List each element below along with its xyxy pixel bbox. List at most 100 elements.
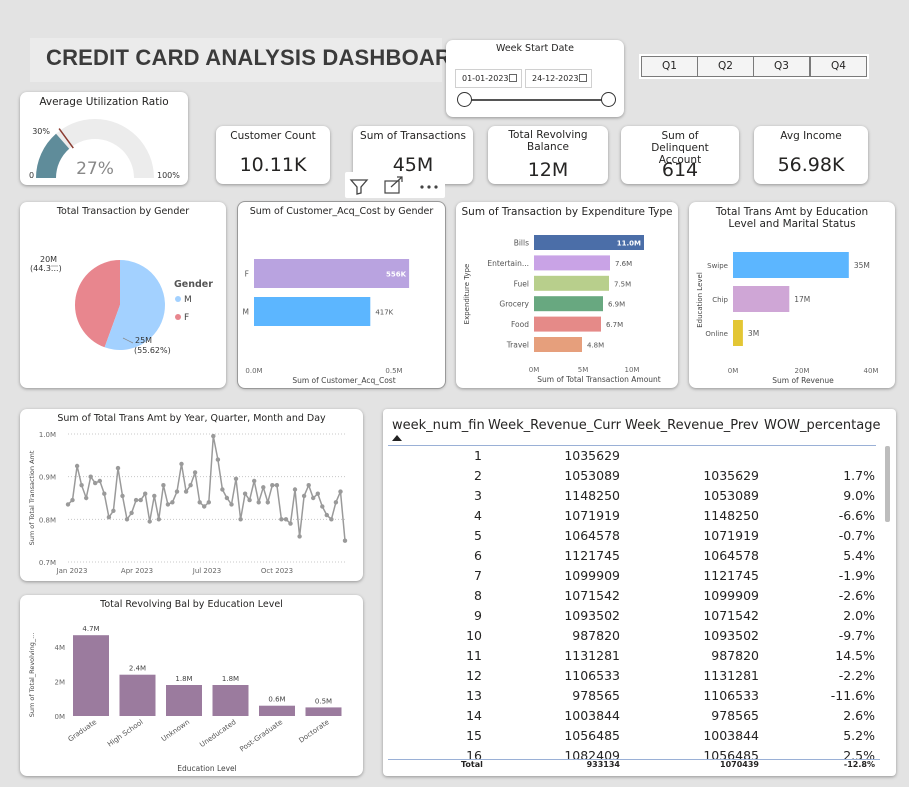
column-header-week-revenue-prev[interactable]: Week_Revenue_Prev [625,418,759,433]
column-header-wow-percentage[interactable]: WOW_percentage [764,418,881,433]
data-point [133,497,139,503]
x-tick-label: 40M [864,367,879,375]
data-point [179,461,184,467]
data-point [315,491,320,496]
line-chart-card[interactable]: Sum of Total Trans Amt by Year, Quarter,… [20,409,363,581]
table-cell: 1082409 [564,748,620,759]
bar [212,685,249,716]
header-divider [388,445,876,446]
pie-card[interactable]: Total Transaction by Gender Gender M F 2… [20,202,226,388]
expenditure-title: Sum of Transaction by Expenditure Type [461,206,673,218]
gauge-min-label: 0 [29,171,34,180]
data-point [224,495,230,501]
total-wow: -12.8% [843,760,875,769]
y-axis-title: Expenditure Type [463,264,471,325]
x-tick-label: 10M [625,366,640,374]
gauge-card[interactable]: Average Utilization Ratio 27% 30% 0 100% [20,92,188,185]
x-tick-label: Oct 2023 [261,567,293,575]
data-point [74,463,80,469]
table-scrollbar[interactable] [885,446,890,522]
kpi-value: 10.11K [239,154,307,176]
column-header-week-num[interactable]: week_num_fin [392,418,485,433]
data-label: 556K [386,271,407,279]
bar [733,286,790,312]
data-point [70,497,75,503]
table-cell: 2.6% [843,708,875,723]
line-chart: 0.7M 0.8M 0.9M 1.0M Jan 2023 Apr 2023 Jul 2023… [28,431,348,575]
acq-cost-card[interactable]: Sum of Customer_Acq_Cost by Gender F 556K… [238,202,445,388]
kpi-title: Total Revolving Balance [508,129,588,153]
data-point [192,470,198,475]
start-date-input[interactable]: 01-01-2023 [455,69,522,88]
table-row: 2 1053089 1035629 1.7% [388,466,880,486]
data-label: 7.6M [615,260,632,268]
calendar-icon[interactable] [509,74,517,82]
table-row: 14 1003844 978565 2.6% [388,706,880,726]
quarter-button-q4[interactable]: Q4 [810,56,867,77]
table-cell: 1148250 [703,508,759,523]
data-point [265,500,270,505]
expenditure-card[interactable]: Sum of Transaction by Expenditure Type B… [456,202,678,388]
calendar-icon[interactable] [579,74,587,82]
data-point [183,489,189,494]
data-point [215,457,221,462]
x-tick-label: Jan 2023 [56,567,88,575]
data-point [333,500,339,505]
bar [73,635,109,716]
more-options-icon [427,185,431,189]
column-header-week-revenue-curr[interactable]: Week_Revenue_Curr [488,418,622,433]
focus-mode-icon[interactable] [384,180,400,194]
table-cell: 1121745 [703,568,759,583]
expenditure-chart: Bills 11.0M Entertain... 7.6M Fuel 7.5M Grocer… [463,235,661,384]
weekly-revenue-table[interactable] [383,409,896,776]
revolving-bal-card[interactable]: Total Revolving Bal by Education Level 0… [20,595,363,776]
kpi-card-customer-count[interactable]: Customer Count 10.11K [216,126,330,184]
bar [534,296,603,312]
legend-marker-f [175,314,181,320]
pie-label-f-value: 20M [40,255,57,264]
table-row: 7 1099909 1121745 -1.9% [388,566,880,586]
kpi-card-avg-income[interactable]: Avg Income 56.98K [754,126,868,184]
slider-handle-start[interactable] [457,92,472,107]
pie-label-m-pct: (55.62%) [134,346,171,355]
table-cell: 16 [466,748,482,759]
data-point [288,521,293,526]
dashboard-title: CREDIT CARD ANALYSIS DASHBOARD [46,45,468,70]
table-cell: 4 [474,508,482,523]
data-point [274,483,280,488]
pie-legend-m: M [184,295,192,305]
more-options-icon[interactable] [420,185,424,189]
data-label: 7.5M [614,280,631,288]
x-axis-title: Education Level [177,764,237,773]
education-marital-card[interactable]: Total Trans Amt by Education Level and M… [689,202,895,388]
filter-icon[interactable] [349,179,369,195]
quarter-button-q2[interactable]: Q2 [697,56,754,77]
table-cell: 13 [466,688,482,703]
data-label: 0.6M [268,696,285,704]
data-label: 417K [375,309,393,317]
kpi-card-total-revolving-balance[interactable]: Total Revolving Balance 12M [488,126,608,184]
data-point [170,500,175,505]
end-date-input[interactable]: 24-12-2023 [525,69,592,88]
data-point [270,483,275,488]
bar [733,252,849,278]
data-point [115,465,121,471]
slider-handle-end[interactable] [601,92,616,107]
table-cell: -9.7% [838,628,875,643]
start-date-value: 01-01-2023 [462,74,509,83]
category-label: Entertain... [487,259,529,268]
quarter-button-q1[interactable]: Q1 [641,56,698,77]
data-label: 2.4M [129,665,146,673]
gauge-chart: 27% 30% 0 100% [29,119,180,180]
pie-label-m-value: 25M [135,336,152,345]
quarter-button-q3[interactable]: Q3 [753,56,810,77]
sort-descending-icon[interactable] [392,435,402,441]
table-cell: 14.5% [835,648,875,663]
y-tick-label: 4M [55,644,66,652]
data-point [93,480,98,486]
table-cell: 9 [474,608,482,623]
table-cell: 1148250 [564,488,620,503]
category-label: Graduate [67,718,98,743]
total-label: Total [461,760,483,769]
kpi-card-delinquent-account[interactable]: Sum of Delinquent Account 614 [621,126,739,184]
